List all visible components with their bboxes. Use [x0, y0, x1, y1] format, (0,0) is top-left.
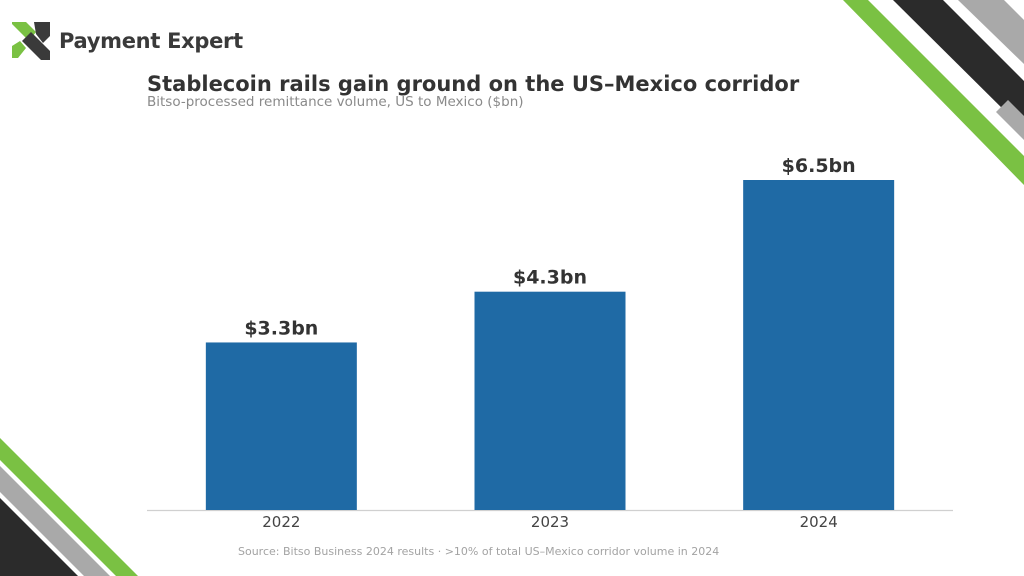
data-label-2024: $6.5bn [782, 155, 856, 177]
source-note: Source: Bitso Business 2024 results · >1… [238, 545, 720, 558]
payment-expert-x-logo-icon [12, 22, 50, 60]
bar-2024 [743, 180, 895, 510]
brand-name: Payment Expert [59, 29, 243, 53]
bar-2023 [474, 291, 626, 510]
x-tick-label-2022: 2022 [262, 513, 300, 531]
chart-title: Stablecoin rails gain ground on the US–M… [147, 72, 800, 96]
brand-logo: Payment Expert [12, 20, 243, 62]
x-tick-label-2023: 2023 [531, 513, 569, 531]
bar-2022 [205, 342, 357, 510]
data-label-2023: $4.3bn [513, 267, 587, 289]
chart-subtitle: Bitso-processed remittance volume, US to… [147, 94, 524, 110]
data-label-2022: $3.3bn [244, 317, 318, 339]
x-tick-label-2024: 2024 [800, 513, 838, 531]
